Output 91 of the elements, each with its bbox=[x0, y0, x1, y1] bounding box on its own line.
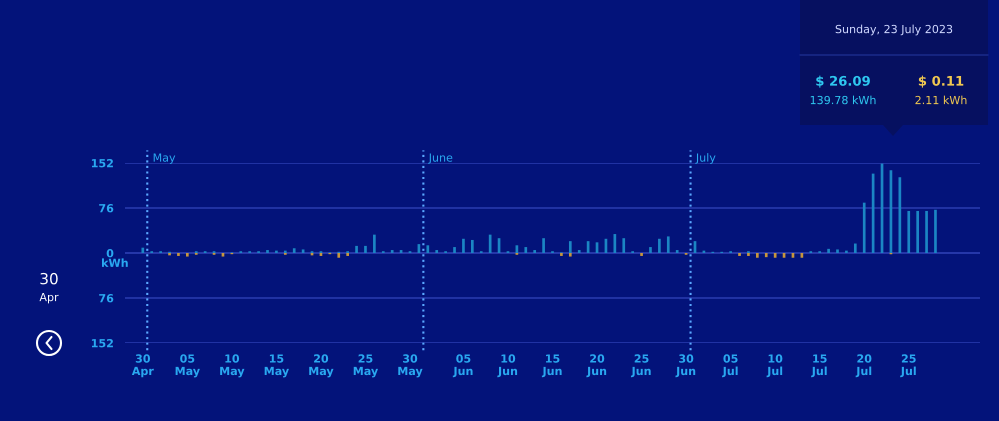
bar bbox=[560, 253, 563, 256]
text: Apr bbox=[39, 292, 59, 304]
y-tick-label: 76 bbox=[99, 294, 114, 302]
x-tick-label: 20 Jul bbox=[856, 354, 872, 378]
ref-line-label: May bbox=[154, 153, 176, 164]
bar bbox=[880, 164, 884, 253]
bar bbox=[524, 247, 528, 253]
y-tick-label: 152 bbox=[92, 158, 113, 168]
x-tick-label: 15 Jul bbox=[811, 354, 827, 378]
bar bbox=[488, 234, 492, 253]
bar bbox=[782, 253, 786, 258]
bar bbox=[596, 242, 598, 253]
x-tick-label: 30 Apr bbox=[132, 354, 154, 378]
bar bbox=[666, 236, 670, 253]
ref-line-label: June bbox=[428, 153, 452, 164]
text: $ 0.11 bbox=[918, 76, 964, 88]
bar bbox=[862, 202, 866, 253]
bar bbox=[462, 238, 465, 253]
text: 139.78 kWh bbox=[810, 96, 876, 104]
bar bbox=[390, 250, 394, 253]
bar bbox=[435, 250, 438, 253]
bar bbox=[186, 253, 189, 257]
bar bbox=[792, 253, 794, 258]
x-tick-label: 25 Jun bbox=[630, 354, 651, 378]
bar bbox=[890, 170, 892, 253]
bar bbox=[622, 238, 626, 253]
text: 2.11 kWh bbox=[915, 96, 966, 104]
bar bbox=[907, 210, 910, 253]
y-tick-label: 152 bbox=[92, 338, 113, 348]
x-tick-label: 10 Jul bbox=[766, 354, 782, 378]
x-tick-label: 20 May bbox=[309, 354, 334, 378]
x-tick-label: 25 May bbox=[354, 354, 378, 378]
x-tick-label: 30 Jun bbox=[675, 354, 696, 378]
bar bbox=[320, 253, 322, 256]
bar bbox=[738, 253, 741, 256]
bar bbox=[498, 238, 500, 253]
x-tick-label: 30 May bbox=[398, 354, 423, 378]
bar bbox=[649, 247, 652, 253]
bar bbox=[266, 250, 269, 253]
bar bbox=[222, 253, 224, 257]
bar bbox=[836, 249, 839, 253]
x-tick-label: 05 May bbox=[176, 354, 200, 378]
bar bbox=[346, 253, 349, 256]
bar bbox=[418, 244, 420, 253]
bar bbox=[568, 253, 572, 257]
x-tick-label: 10 May bbox=[220, 354, 244, 378]
bar bbox=[640, 253, 643, 256]
text: 30 bbox=[40, 272, 58, 284]
bar bbox=[658, 238, 661, 253]
bar bbox=[747, 253, 750, 256]
bar bbox=[694, 241, 696, 253]
bar bbox=[471, 240, 474, 253]
bar bbox=[302, 249, 304, 253]
x-tick-label: 15 Jun bbox=[542, 354, 562, 378]
x-tick-label: 20 Jun bbox=[586, 354, 606, 378]
bar bbox=[614, 234, 616, 253]
bar bbox=[898, 177, 902, 253]
bar bbox=[364, 246, 367, 253]
bar bbox=[177, 253, 180, 256]
bar bbox=[533, 250, 536, 253]
bar bbox=[604, 238, 608, 253]
bar bbox=[827, 248, 830, 253]
bar bbox=[872, 174, 874, 253]
bar bbox=[141, 248, 144, 253]
bar bbox=[516, 245, 518, 253]
x-tick-label: 05 Jul bbox=[722, 354, 738, 378]
x-tick-label: 10 Jun bbox=[497, 354, 518, 378]
bar bbox=[916, 210, 919, 253]
x-tick-label: 25 Jul bbox=[900, 354, 916, 378]
bar bbox=[854, 244, 857, 253]
bar bbox=[400, 250, 402, 253]
text: Sunday, 23 July 2023 bbox=[836, 24, 952, 36]
bar bbox=[373, 234, 376, 253]
y-tick-label: 76 bbox=[99, 204, 114, 212]
bar bbox=[426, 245, 430, 253]
bar bbox=[934, 210, 937, 253]
x-tick-label: 15 May bbox=[264, 354, 289, 378]
y-axis-title: kWh bbox=[102, 258, 128, 267]
bar bbox=[578, 250, 581, 253]
bar bbox=[586, 241, 590, 253]
y-tick-label: 0 bbox=[106, 248, 114, 258]
ref-line-label: July bbox=[695, 153, 716, 164]
bar bbox=[453, 247, 456, 253]
text: $ 26.09 bbox=[816, 76, 870, 88]
bar bbox=[676, 250, 679, 253]
bar bbox=[925, 210, 928, 253]
bar bbox=[764, 253, 768, 258]
bar bbox=[568, 241, 572, 253]
bar bbox=[355, 246, 358, 253]
x-tick-label: 05 Jun bbox=[452, 354, 473, 378]
bar bbox=[542, 238, 545, 253]
